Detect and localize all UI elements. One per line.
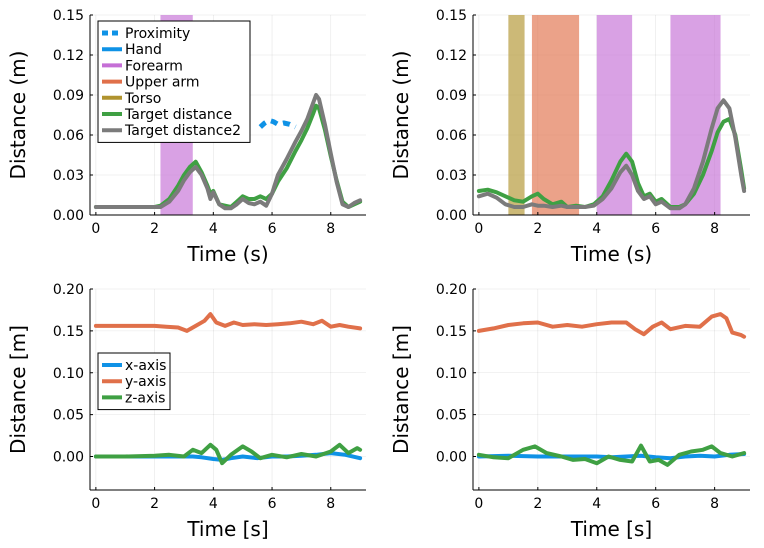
series-line-proximity [260,120,295,127]
y-axis-label: Distance [m] [389,325,413,454]
y-tick-label: 0.10 [436,366,467,382]
y-tick-label: 0.00 [436,208,467,224]
span-torso [508,15,524,215]
y-tick-label: 0.09 [436,88,467,104]
x-tick-label: 4 [592,221,601,237]
x-tick-label: 6 [268,496,277,512]
chart-top-right: 0 2 4 6 8 0.00 0.03 0.06 0.09 0.12 0.15 Time (s) Dis… [389,8,750,266]
y-axis-label: Distance (m) [389,51,413,180]
legend-label: Upper arm [125,75,200,91]
x-tick-label: 4 [209,221,218,237]
x-tick-label: 8 [710,496,719,512]
y-tick-label: 0.00 [53,450,84,466]
y-tick-label: 0.15 [436,324,467,340]
y-tick-label: 0.00 [53,208,84,224]
y-tick-label: 0.12 [436,48,467,64]
x-tick-label: 6 [268,221,277,237]
y-tick-label: 0.06 [436,128,467,144]
y-tick-label: 0.15 [436,8,467,24]
legend-label: Forearm [125,58,183,74]
x-axis-label: Time (s) [570,242,652,266]
y-tick-label: 0.20 [436,282,467,298]
legend-label: y-axis [125,374,166,390]
x-tick-label: 2 [150,221,159,237]
x-tick-label: 2 [533,221,542,237]
x-tick-label: 4 [209,496,218,512]
x-tick-label: 0 [474,221,483,237]
x-tick-label: 0 [91,221,100,237]
y-tick-label: 0.15 [53,324,84,340]
legend-label: Torso [124,91,161,107]
x-tick-label: 2 [150,496,159,512]
legend-label: z-axis [125,390,165,406]
series-line-y-axis [479,314,744,337]
y-tick-label: 0.09 [53,88,84,104]
y-tick-label: 0.06 [53,128,84,144]
x-tick-label: 8 [326,496,335,512]
x-tick-label: 6 [651,221,660,237]
y-tick-label: 0.15 [53,8,84,24]
chart-bottom-right: 0 2 4 6 8 0.00 0.05 0.10 0.15 0.20 Time [s] Distanc… [389,282,750,541]
legend-label: Proximity [125,26,190,42]
span-upper-arm [532,15,579,215]
y-axis-label: Distance (m) [6,51,30,180]
series-line-y-axis [96,314,360,331]
chart-top-left: 0 2 4 6 8 0.00 0.03 0.06 0.09 0.12 0.15 Time (s) Dis… [6,8,366,266]
legend-label: Hand [125,42,162,58]
x-tick-label: 8 [710,221,719,237]
y-tick-label: 0.20 [53,282,84,298]
y-axis-label: Distance [m] [6,325,30,454]
x-tick-label: 4 [592,496,601,512]
x-axis-label: Time [s] [570,517,652,541]
x-tick-label: 0 [474,496,483,512]
x-axis-label: Time (s) [186,242,268,266]
y-tick-label: 0.00 [436,450,467,466]
legend-label: Target distance2 [124,123,241,139]
x-tick-label: 0 [91,496,100,512]
legend-label: x-axis [125,358,166,374]
legend-label: Target distance [124,107,232,123]
figure: 0 2 4 6 8 0.00 0.03 0.06 0.09 0.12 0.15 Time (s) Dis… [0,0,764,548]
chart-bottom-left: 0 2 4 6 8 0.00 0.05 0.10 0.15 0.20 Time [s] Distanc… [6,282,366,541]
y-tick-label: 0.12 [53,48,84,64]
y-tick-label: 0.05 [436,408,467,424]
y-tick-label: 0.10 [53,366,84,382]
y-tick-label: 0.03 [436,168,467,184]
x-tick-label: 8 [326,221,335,237]
x-tick-label: 6 [651,496,660,512]
y-tick-label: 0.03 [53,168,84,184]
y-tick-label: 0.05 [53,408,84,424]
x-tick-label: 2 [533,496,542,512]
x-axis-label: Time [s] [186,517,268,541]
